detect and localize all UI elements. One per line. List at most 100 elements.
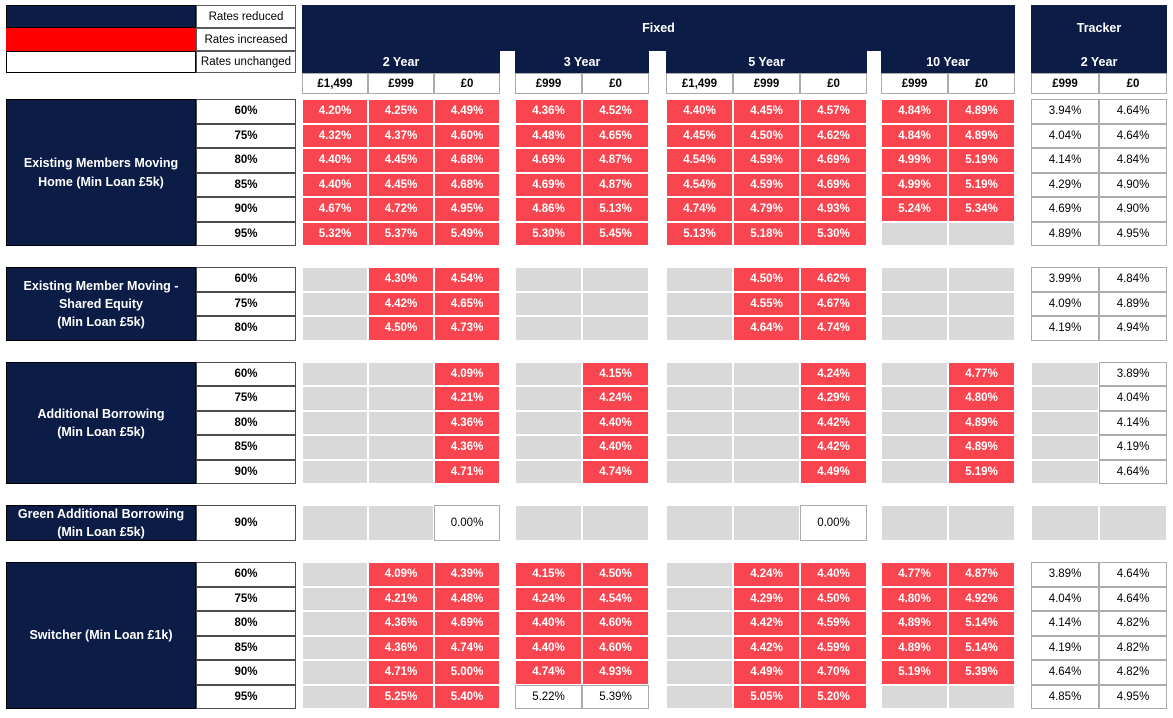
empty-cell <box>733 361 800 386</box>
year-header-fixed-10yr: 10 Year <box>881 51 1015 73</box>
empty-cell <box>302 386 368 411</box>
year-header-fixed-2yr: 2 Year <box>302 51 500 73</box>
empty-cell <box>881 291 948 316</box>
rate-cell: 4.24% <box>800 361 867 386</box>
rate-cell: 4.59% <box>800 635 867 660</box>
rate-cell: 4.59% <box>733 172 800 197</box>
rate-cell: 4.45% <box>368 148 434 173</box>
rate-cell: 4.30% <box>368 267 434 292</box>
rate-cell: 4.21% <box>434 386 500 411</box>
rate-cell: 4.04% <box>1099 386 1167 411</box>
rate-cell: 4.67% <box>302 197 368 222</box>
fee-header: £1,499 <box>666 73 733 94</box>
rate-cell: 4.82% <box>1099 611 1167 636</box>
rate-cell: 4.70% <box>800 660 867 685</box>
rate-cell: 4.19% <box>1031 635 1099 660</box>
empty-cell <box>666 291 733 316</box>
legend-swatch-red <box>6 28 196 51</box>
rate-cell: 4.48% <box>515 123 582 148</box>
fee-header: £999 <box>733 73 800 94</box>
rate-cell: 5.00% <box>434 660 500 685</box>
ltv-cell: 75% <box>196 123 296 148</box>
rate-cell: 5.19% <box>948 172 1015 197</box>
empty-cell <box>666 562 733 587</box>
rate-cell: 4.74% <box>582 459 649 484</box>
rate-cell: 4.21% <box>368 586 434 611</box>
rate-cell: 4.54% <box>666 148 733 173</box>
rate-cell: 4.40% <box>302 172 368 197</box>
rate-cell: 4.89% <box>1099 291 1167 316</box>
rate-cell: 4.99% <box>881 148 948 173</box>
section-label: Existing Member Moving - Shared Equity (… <box>6 267 196 341</box>
empty-cell <box>881 410 948 435</box>
empty-cell <box>881 316 948 341</box>
empty-cell <box>582 316 649 341</box>
rate-cell: 4.82% <box>1099 635 1167 660</box>
rate-cell: 4.14% <box>1031 148 1099 173</box>
rate-cell: 4.36% <box>434 410 500 435</box>
rate-cell: 4.39% <box>434 562 500 587</box>
fee-header: £0 <box>582 73 649 94</box>
rate-cell: 4.69% <box>1031 197 1099 222</box>
rate-cell: 4.69% <box>515 172 582 197</box>
ltv-cell: 90% <box>196 459 296 484</box>
rate-cell: 4.74% <box>800 316 867 341</box>
rate-cell: 4.14% <box>1099 410 1167 435</box>
rate-cell: 4.40% <box>582 435 649 460</box>
rate-cell: 4.68% <box>434 172 500 197</box>
empty-cell <box>302 505 368 541</box>
rate-cell: 4.68% <box>434 148 500 173</box>
fee-header: £999 <box>515 73 582 94</box>
fee-header: £999 <box>368 73 434 94</box>
rate-cell: 4.62% <box>800 267 867 292</box>
rate-cell: 4.84% <box>881 99 948 124</box>
rate-cell: 4.87% <box>582 148 649 173</box>
empty-cell <box>881 267 948 292</box>
rate-cell: 4.64% <box>1099 562 1167 587</box>
rate-cell: 4.59% <box>733 148 800 173</box>
empty-cell <box>666 267 733 292</box>
empty-cell <box>302 361 368 386</box>
empty-cell <box>515 386 582 411</box>
empty-cell <box>302 635 368 660</box>
rate-cell: 4.69% <box>800 172 867 197</box>
rate-cell: 4.20% <box>302 99 368 124</box>
section-label: Existing Members Moving Home (Min Loan £… <box>6 99 196 246</box>
rate-cell: 4.69% <box>434 611 500 636</box>
empty-cell <box>515 316 582 341</box>
rate-cell: 5.13% <box>666 221 733 246</box>
empty-cell <box>666 611 733 636</box>
rate-cell: 5.14% <box>948 635 1015 660</box>
rate-cell: 4.67% <box>800 291 867 316</box>
rate-cell: 4.95% <box>1099 684 1167 709</box>
empty-cell <box>948 505 1015 541</box>
rate-cell: 4.89% <box>948 123 1015 148</box>
rate-cell: 4.86% <box>515 197 582 222</box>
rate-cell: 5.20% <box>800 684 867 709</box>
fee-header: £0 <box>1099 73 1167 94</box>
year-header-fixed-3yr: 3 Year <box>515 51 649 73</box>
empty-cell <box>666 410 733 435</box>
section-label: Additional Borrowing (Min Loan £5k) <box>6 361 196 484</box>
rate-cell: 4.77% <box>948 361 1015 386</box>
ltv-cell: 85% <box>196 435 296 460</box>
rate-cell: 4.36% <box>368 611 434 636</box>
rate-cell: 3.89% <box>1099 361 1167 386</box>
fee-header: £0 <box>434 73 500 94</box>
ltv-cell: 90% <box>196 660 296 685</box>
rate-cell: 4.36% <box>515 99 582 124</box>
empty-cell <box>582 505 649 541</box>
rate-cell: 4.74% <box>434 635 500 660</box>
rate-cell: 4.15% <box>515 562 582 587</box>
rate-cell: 4.95% <box>434 197 500 222</box>
rate-cell: 4.89% <box>948 99 1015 124</box>
empty-cell <box>1031 410 1099 435</box>
rate-cell: 4.64% <box>1031 660 1099 685</box>
ltv-cell: 75% <box>196 386 296 411</box>
rate-cell: 4.59% <box>800 611 867 636</box>
rate-cell: 5.49% <box>434 221 500 246</box>
rate-cell: 4.42% <box>800 410 867 435</box>
empty-cell <box>948 291 1015 316</box>
rate-cell: 4.42% <box>733 611 800 636</box>
